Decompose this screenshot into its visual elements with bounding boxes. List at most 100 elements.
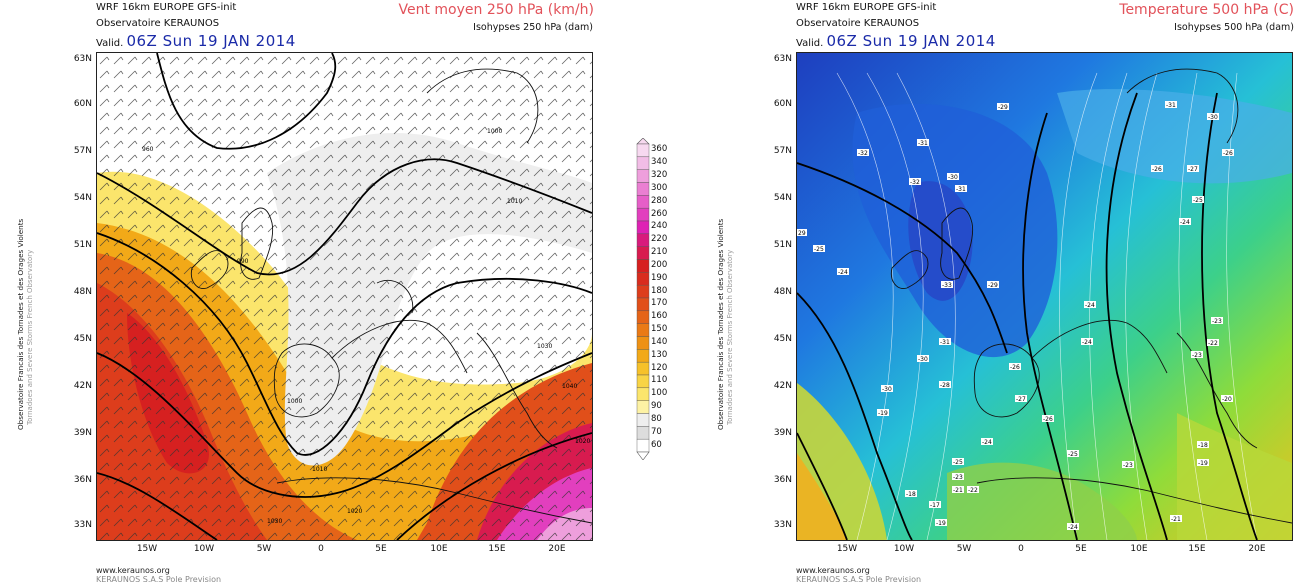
colorbar-swatch bbox=[636, 438, 650, 453]
colorbar-label: 110 bbox=[651, 375, 668, 386]
svg-text:-19: -19 bbox=[878, 410, 888, 417]
svg-text:-31: -31 bbox=[940, 339, 950, 346]
svg-text:-24: -24 bbox=[1180, 219, 1190, 226]
svg-text:-31: -31 bbox=[918, 140, 928, 147]
svg-text:1010: 1010 bbox=[312, 466, 327, 473]
svg-text:-20: -20 bbox=[1222, 396, 1232, 403]
svg-text:-26: -26 bbox=[1223, 150, 1233, 157]
colorbar-label: 280 bbox=[651, 195, 668, 206]
colorbar-swatch bbox=[636, 195, 650, 209]
svg-text:1020: 1020 bbox=[575, 438, 590, 445]
right-side-text-1: Observatoire Francais des Tornades et de… bbox=[716, 218, 725, 430]
wind-colorbar: 360 340 320 300 280 260 240 220 210 200 190 180 170 1… bbox=[636, 138, 676, 460]
colorbar-label: 180 bbox=[651, 285, 668, 296]
left-lat-45N: 45N bbox=[73, 334, 92, 344]
right-valid-time: 06Z Sun 19 JAN 2014 bbox=[826, 32, 996, 50]
colorbar-swatch bbox=[636, 336, 650, 350]
colorbar-label: 260 bbox=[651, 208, 668, 219]
right-lat-42N: 42N bbox=[773, 381, 792, 391]
colorbar-label: 100 bbox=[651, 388, 668, 399]
left-lon-10E: 10E bbox=[430, 544, 448, 554]
svg-text:-25: -25 bbox=[1193, 197, 1203, 204]
svg-text:-22: -22 bbox=[968, 487, 978, 494]
right-lat-54N: 54N bbox=[773, 193, 792, 203]
svg-text:-18: -18 bbox=[1198, 442, 1208, 449]
colorbar-label: 220 bbox=[651, 234, 668, 245]
svg-text:1020: 1020 bbox=[347, 508, 362, 515]
svg-text:-29: -29 bbox=[998, 104, 1008, 111]
right-lon-15E: 15E bbox=[1188, 544, 1206, 554]
svg-text:-22: -22 bbox=[1208, 340, 1218, 347]
colorbar-swatch bbox=[636, 310, 650, 324]
right-footer: www.keraunos.org KERAUNOS S.A.S Pole Pre… bbox=[796, 566, 921, 584]
colorbar-label: 190 bbox=[651, 272, 668, 283]
svg-text:-30: -30 bbox=[918, 356, 928, 363]
svg-text:-23: -23 bbox=[953, 474, 963, 481]
left-title: Vent moyen 250 hPa (km/h) bbox=[398, 2, 595, 18]
left-lat-63N: 63N bbox=[73, 54, 92, 64]
right-valid-line: Valid. 06Z Sun 19 JAN 2014 bbox=[796, 32, 996, 50]
right-model-line: WRF 16km EUROPE GFS-init bbox=[796, 2, 937, 13]
svg-text:-29: -29 bbox=[988, 282, 998, 289]
left-side-credit: Observatoire Francais des Tornades et de… bbox=[14, 180, 34, 440]
svg-text:-19: -19 bbox=[1198, 460, 1208, 467]
colorbar-swatch bbox=[636, 323, 650, 337]
svg-text:1030: 1030 bbox=[267, 518, 282, 525]
right-title: Temperature 500 hPa (C) bbox=[1119, 2, 1294, 18]
wind-map: 1000 1010 960 990 1000 1010 1020 1030 10… bbox=[96, 52, 593, 541]
svg-text:-30: -30 bbox=[882, 386, 892, 393]
right-side-credit: Observatoire Francais des Tornades et de… bbox=[714, 180, 734, 440]
left-lon-15E: 15E bbox=[488, 544, 506, 554]
right-valid-prefix: Valid. bbox=[796, 38, 824, 49]
left-model-line: WRF 16km EUROPE GFS-init bbox=[96, 2, 237, 13]
svg-text:-25: -25 bbox=[953, 459, 963, 466]
svg-text:-17: -17 bbox=[930, 502, 940, 509]
right-lat-60N: 60N bbox=[773, 99, 792, 109]
svg-text:-24: -24 bbox=[1082, 339, 1092, 346]
colorbar-label: 170 bbox=[651, 298, 668, 309]
left-lat-51N: 51N bbox=[73, 240, 92, 250]
svg-text:-23: -23 bbox=[1192, 352, 1202, 359]
left-lat-39N: 39N bbox=[73, 428, 92, 438]
svg-text:-21: -21 bbox=[1171, 516, 1181, 523]
left-subtitle: Isohypses 250 hPa (dam) bbox=[473, 22, 593, 33]
colorbar-label: 120 bbox=[651, 362, 668, 373]
colorbar-label: 210 bbox=[651, 247, 668, 258]
colorbar-label: 140 bbox=[651, 336, 668, 347]
svg-text:-26: -26 bbox=[1010, 364, 1020, 371]
left-lon-0: 0 bbox=[318, 544, 324, 554]
right-lat-33N: 33N bbox=[773, 520, 792, 530]
right-lon-10W: 10W bbox=[893, 544, 915, 554]
colorbar-swatch bbox=[636, 246, 650, 260]
left-valid-time: 06Z Sun 19 JAN 2014 bbox=[126, 32, 296, 50]
colorbar-label: 360 bbox=[651, 144, 668, 155]
right-lat-63N: 63N bbox=[773, 54, 792, 64]
svg-text:990: 990 bbox=[237, 258, 249, 265]
right-lat-48N: 48N bbox=[773, 287, 792, 297]
left-lon-10W: 10W bbox=[193, 544, 215, 554]
svg-text:-18: -18 bbox=[906, 491, 916, 498]
svg-text:-33: -33 bbox=[942, 282, 952, 289]
svg-text:-30: -30 bbox=[1208, 114, 1218, 121]
right-org-line: Observatoire KERAUNOS bbox=[796, 18, 920, 29]
svg-text:-24: -24 bbox=[982, 439, 992, 446]
left-footer-company: KERAUNOS S.A.S Pole Prevision bbox=[96, 575, 222, 584]
colorbar-swatch bbox=[636, 387, 650, 401]
colorbar-swatch bbox=[636, 297, 650, 312]
left-valid-prefix: Valid. bbox=[96, 38, 124, 49]
colorbar-label: 240 bbox=[651, 221, 668, 232]
colorbar-swatch bbox=[636, 259, 650, 273]
colorbar-label: 320 bbox=[651, 170, 668, 181]
svg-text:960: 960 bbox=[142, 146, 154, 153]
svg-text:-26: -26 bbox=[1152, 166, 1162, 173]
svg-text:1030: 1030 bbox=[537, 343, 552, 350]
svg-text:-23: -23 bbox=[1123, 462, 1133, 469]
colorbar-swatch bbox=[636, 169, 650, 183]
svg-text:-19: -19 bbox=[936, 520, 946, 527]
right-side-text-2: Tornadoes and Severe Storms French Obser… bbox=[726, 250, 734, 426]
colorbar-swatch bbox=[636, 156, 650, 170]
left-footer-url: www.keraunos.org bbox=[96, 566, 170, 575]
colorbar-swatch bbox=[636, 143, 650, 158]
colorbar-label: 130 bbox=[651, 349, 668, 360]
colorbar-label: 200 bbox=[651, 259, 668, 270]
